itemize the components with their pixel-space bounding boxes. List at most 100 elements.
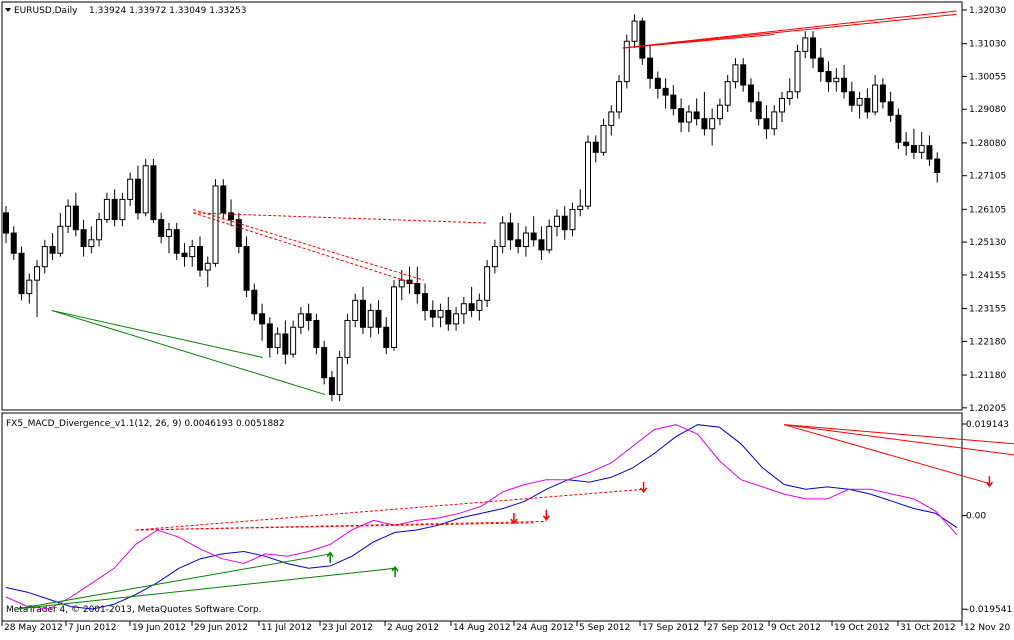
macd-lines-layer — [5, 424, 958, 610]
candle-body-down — [903, 141, 910, 147]
candle — [701, 91, 708, 136]
candle — [724, 74, 731, 112]
candle-body-down — [111, 198, 118, 221]
candle-body-down — [197, 246, 203, 271]
time-tick-label: 31 Oct 2012 — [900, 623, 956, 633]
candle — [491, 239, 498, 274]
candle-body-up — [802, 37, 809, 52]
candle — [755, 91, 762, 126]
time-tick-label: 7 Jun 2012 — [68, 623, 116, 633]
macd-arrows-layer — [326, 476, 994, 578]
price-tick-label: 1.29080 — [969, 105, 1006, 115]
candle — [158, 212, 165, 244]
price-pane[interactable] — [1, 1, 963, 411]
candle-body-up — [522, 232, 529, 248]
candle — [429, 300, 436, 328]
candle — [173, 222, 180, 260]
price-tick-label: 1.24155 — [969, 271, 1006, 281]
candle-body-up — [336, 357, 343, 396]
candle — [72, 192, 79, 237]
candle — [406, 266, 413, 294]
bullish-divergence-line — [51, 309, 263, 359]
candle — [414, 266, 421, 304]
candle — [468, 286, 475, 318]
candle — [204, 256, 211, 287]
candle — [10, 226, 17, 260]
macd-tick-label: 0.00 — [966, 512, 986, 522]
candle-body-down — [810, 37, 817, 59]
candle-body-up — [34, 266, 41, 281]
candle-body-up — [771, 111, 778, 130]
candle — [3, 206, 9, 244]
candle — [321, 340, 328, 385]
candle-body-down — [747, 84, 754, 103]
arrow-head — [985, 481, 994, 488]
candle — [127, 172, 134, 207]
time-tick-label: 27 Sep 2012 — [707, 623, 764, 633]
candle — [763, 105, 770, 139]
candle — [530, 216, 537, 247]
candle-body-down — [266, 323, 273, 348]
time-axis: 28 May 2012 7 Jun 2012 19 Jun 2012 29 Jun 2… — [1, 621, 1010, 633]
candle — [359, 286, 366, 334]
candle-body-up — [585, 141, 591, 207]
candle — [693, 98, 700, 126]
candle-body-down — [305, 313, 312, 322]
indicator-pane[interactable] — [1, 412, 963, 622]
candle-body-up — [204, 262, 211, 271]
candle-body-down — [755, 101, 762, 120]
candle — [569, 202, 576, 237]
bearish-divergence-line — [622, 10, 957, 49]
indicator-title: FX5_MACD_Divergence_v1.1(12, 26, 9) 0.00… — [6, 419, 285, 429]
macd-tick-label: 0.019143 — [966, 420, 1009, 430]
candle-body-up — [189, 246, 196, 258]
time-tick-label: 17 Sep 2012 — [642, 623, 699, 633]
candle-body-down — [220, 185, 227, 214]
candle-body-down — [817, 57, 824, 73]
candle — [134, 165, 141, 220]
candle — [631, 14, 638, 49]
dropdown-triangle-icon[interactable] — [5, 8, 11, 12]
candle-body-up — [716, 104, 723, 120]
bullish-divergence-line — [51, 309, 326, 396]
candle-body-up — [616, 81, 623, 113]
candle-body-up — [127, 178, 134, 200]
candle — [228, 199, 235, 227]
candle-body-down — [228, 212, 235, 221]
candle-body-up — [546, 225, 553, 251]
candle-body-down — [538, 239, 545, 251]
price-tick-label: 1.23155 — [969, 305, 1006, 315]
candle — [142, 159, 149, 217]
candle — [499, 216, 506, 254]
ohlc-values: 1.33924 1.33972 1.33049 1.33253 — [89, 6, 246, 16]
candle-body-down — [3, 212, 9, 234]
bearish-divergence-line — [193, 209, 424, 281]
time-tick-label: 19 Jun 2012 — [132, 623, 186, 633]
price-tick-label: 1.21180 — [969, 371, 1006, 381]
candle-body-down — [321, 346, 328, 379]
candle-body-down — [740, 64, 747, 86]
candle-body-down — [181, 252, 188, 258]
copyright-text: MetaTrader 4, © 2001-2013, MetaQuotes So… — [6, 605, 262, 615]
candle — [235, 212, 242, 254]
candle — [608, 105, 615, 136]
macd-tick-label: -0.019541 — [966, 605, 1012, 615]
candle — [895, 108, 902, 149]
candle-body-down — [592, 141, 599, 153]
candle — [57, 212, 64, 257]
candle-body-up — [631, 20, 638, 42]
candle-body-down — [18, 252, 25, 295]
candle — [786, 78, 793, 106]
price-axis: 1.32030 1.31030 1.30055 1.29080 1.28080 1.271… — [962, 6, 1006, 414]
bearish-divergence-line — [193, 212, 487, 224]
candle-body-up — [290, 326, 297, 355]
arrow-head — [391, 565, 399, 572]
time-tick-label: 24 Aug 2012 — [516, 623, 574, 633]
candle-body-up — [476, 299, 483, 311]
candle — [344, 313, 351, 365]
candle — [926, 135, 933, 166]
candle — [103, 192, 110, 223]
arrow-down-icon — [985, 476, 994, 488]
candle — [220, 179, 227, 220]
